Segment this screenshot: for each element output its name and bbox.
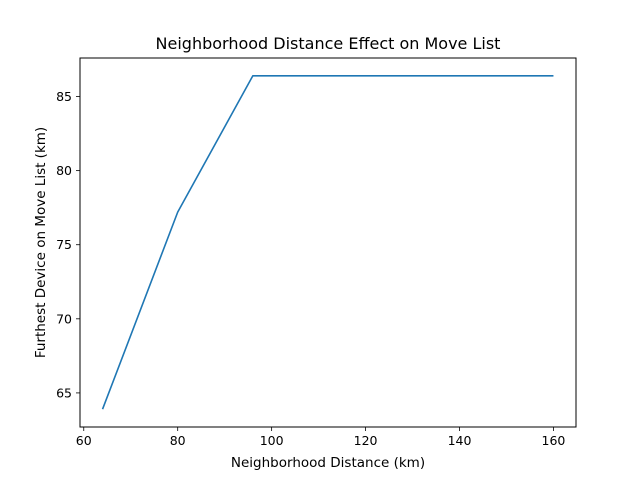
x-tick-label: 80 — [170, 433, 186, 448]
y-axis-label: Furthest Device on Move List (km) — [33, 127, 49, 358]
x-tick-label: 120 — [354, 433, 378, 448]
y-tick-label: 85 — [56, 89, 72, 104]
chart-title: Neighborhood Distance Effect on Move Lis… — [156, 34, 501, 53]
x-tick-label: 160 — [542, 433, 566, 448]
series-line — [101, 74, 554, 410]
y-tick-label: 65 — [56, 385, 72, 400]
y-tick-label: 75 — [56, 237, 72, 252]
y-axis: 65 70 75 80 85 — [56, 89, 80, 400]
series-layer — [101, 74, 554, 410]
x-axis: 60 80 100 120 140 160 — [76, 427, 566, 448]
plot-area-frame — [79, 57, 577, 428]
y-tick-label: 80 — [56, 163, 72, 178]
x-tick-label: 60 — [76, 433, 92, 448]
x-tick-label: 140 — [448, 433, 472, 448]
x-tick-label: 100 — [260, 433, 284, 448]
y-tick-label: 70 — [56, 311, 72, 326]
x-axis-label: Neighborhood Distance (km) — [231, 455, 425, 471]
